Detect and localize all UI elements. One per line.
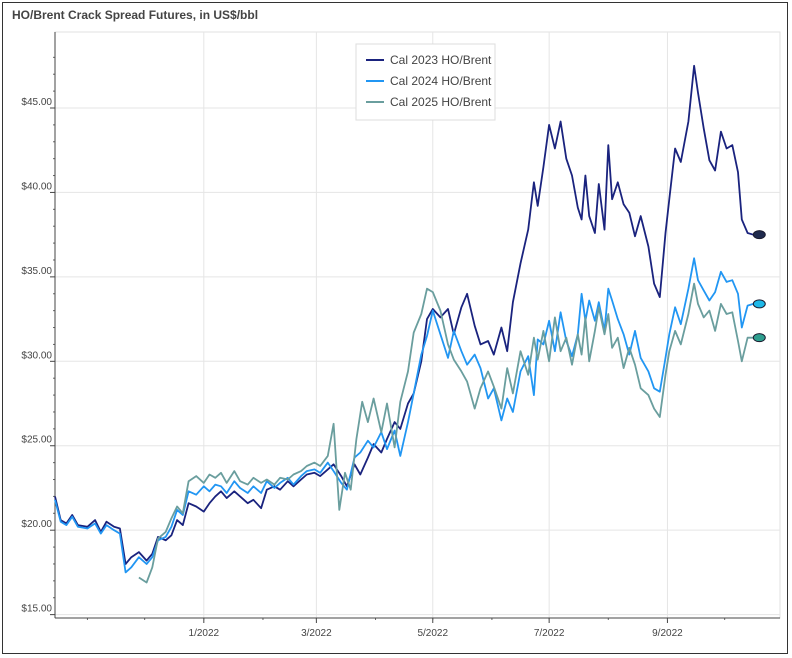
legend-label: Cal 2024 HO/Brent: [390, 74, 492, 88]
y-tick-label: $30.00: [21, 350, 52, 361]
y-tick-label: $25.00: [21, 435, 52, 446]
x-tick-label: 7/2022: [534, 628, 565, 639]
series-lines: [54, 64, 754, 584]
y-tick-label: $45.00: [21, 97, 52, 108]
end-markers: [752, 230, 766, 343]
axes: $15.00 $20.00 $25.00 $30.00 $35.00 $40.00 $45.…: [21, 32, 780, 639]
grid-lines: [55, 32, 780, 618]
end-marker-cal-2023-ho-brent: [752, 230, 766, 240]
end-marker-cal-2025-ho-brent: [752, 333, 766, 343]
y-tick-label: $20.00: [21, 519, 52, 530]
x-tick-label: 9/2022: [652, 628, 683, 639]
series-line-cal-2024-ho-brent: [54, 257, 754, 574]
y-tick-label: $15.00: [21, 604, 52, 615]
series-line-cal-2023-ho-brent: [54, 64, 754, 565]
x-tick-label: 1/2022: [189, 628, 220, 639]
chart-title: HO/Brent Crack Spread Futures, in US$/bb…: [12, 8, 259, 22]
end-marker-cal-2024-ho-brent: [752, 299, 766, 309]
y-tick-label: $40.00: [21, 181, 52, 192]
series-line-cal-2025-ho-brent: [138, 282, 754, 584]
x-tick-label: 5/2022: [417, 628, 448, 639]
y-tick-label: $35.00: [21, 266, 52, 277]
legend-label: Cal 2025 HO/Brent: [390, 95, 492, 109]
legend-label: Cal 2023 HO/Brent: [390, 53, 492, 67]
x-tick-label: 3/2022: [301, 628, 332, 639]
legend: Cal 2023 HO/Brent Cal 2024 HO/Brent Cal 20…: [355, 43, 496, 121]
